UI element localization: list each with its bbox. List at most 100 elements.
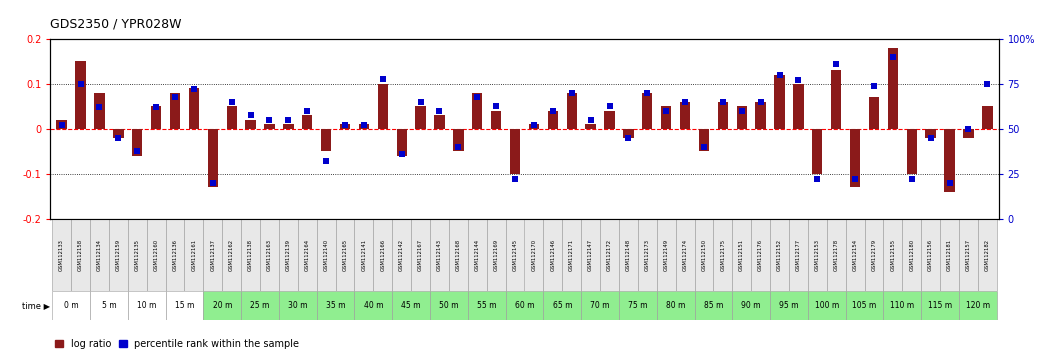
Bar xyxy=(321,129,331,152)
Point xyxy=(129,148,146,153)
Bar xyxy=(789,219,808,291)
Bar xyxy=(751,219,770,291)
Bar xyxy=(397,129,407,156)
Bar xyxy=(57,120,67,129)
Bar xyxy=(581,291,619,320)
Text: 55 m: 55 m xyxy=(477,301,496,310)
Text: 30 m: 30 m xyxy=(288,301,307,310)
Text: GSM112133: GSM112133 xyxy=(59,239,64,271)
Point xyxy=(771,72,788,78)
Bar xyxy=(694,219,713,291)
Bar xyxy=(241,291,279,320)
Point xyxy=(922,135,939,141)
Bar xyxy=(944,129,955,192)
Bar xyxy=(831,70,841,129)
Text: 5 m: 5 m xyxy=(102,301,116,310)
Text: 105 m: 105 m xyxy=(853,301,877,310)
Text: GSM112165: GSM112165 xyxy=(343,239,347,271)
Bar xyxy=(657,291,694,320)
Point xyxy=(677,99,693,105)
Bar xyxy=(604,111,615,129)
Text: GSM112155: GSM112155 xyxy=(891,239,896,271)
Text: 115 m: 115 m xyxy=(928,301,952,310)
Bar xyxy=(925,129,936,138)
Point xyxy=(658,108,675,114)
Point xyxy=(242,112,259,118)
Bar xyxy=(845,291,883,320)
Point xyxy=(639,90,656,96)
Text: GSM112156: GSM112156 xyxy=(928,239,934,271)
Text: 10 m: 10 m xyxy=(137,301,156,310)
Bar xyxy=(189,88,199,129)
Text: GSM112140: GSM112140 xyxy=(324,239,328,271)
Bar xyxy=(680,102,690,129)
Point xyxy=(809,177,826,182)
Bar xyxy=(151,107,162,129)
Bar xyxy=(132,129,143,156)
Bar xyxy=(623,129,634,138)
Bar xyxy=(317,291,355,320)
Bar xyxy=(71,219,90,291)
Bar xyxy=(619,219,638,291)
Bar xyxy=(378,84,388,129)
Text: GSM112145: GSM112145 xyxy=(513,239,517,271)
Text: GSM112154: GSM112154 xyxy=(853,239,858,271)
Bar xyxy=(524,219,543,291)
Bar xyxy=(245,120,256,129)
Text: GSM112136: GSM112136 xyxy=(172,239,177,271)
Bar xyxy=(543,219,562,291)
Bar xyxy=(185,219,204,291)
Bar xyxy=(90,219,109,291)
Bar xyxy=(982,107,992,129)
Bar xyxy=(128,219,147,291)
Bar xyxy=(566,93,577,129)
Bar xyxy=(827,219,845,291)
Text: GSM112172: GSM112172 xyxy=(607,239,612,271)
Bar xyxy=(373,219,392,291)
Text: 80 m: 80 m xyxy=(666,301,685,310)
Text: GSM112139: GSM112139 xyxy=(286,239,291,271)
Text: GSM112182: GSM112182 xyxy=(985,239,990,271)
Point xyxy=(356,122,372,128)
Bar xyxy=(963,129,973,138)
Text: 0 m: 0 m xyxy=(64,301,79,310)
Bar xyxy=(883,291,921,320)
Text: GSM112161: GSM112161 xyxy=(191,239,196,271)
Bar xyxy=(510,129,520,174)
Bar xyxy=(774,75,785,129)
Text: GSM112176: GSM112176 xyxy=(758,239,763,271)
Text: GSM112152: GSM112152 xyxy=(777,239,782,271)
Bar xyxy=(600,219,619,291)
Bar xyxy=(449,219,468,291)
Bar xyxy=(279,219,298,291)
Bar xyxy=(736,107,747,129)
Point xyxy=(941,180,958,186)
Text: GSM112144: GSM112144 xyxy=(475,239,479,271)
Text: GSM112177: GSM112177 xyxy=(796,239,800,271)
Text: 85 m: 85 m xyxy=(704,301,723,310)
Text: GSM112135: GSM112135 xyxy=(134,239,140,271)
Text: 40 m: 40 m xyxy=(364,301,383,310)
Text: GSM112178: GSM112178 xyxy=(834,239,839,271)
Text: GSM112180: GSM112180 xyxy=(909,239,915,271)
Text: 50 m: 50 m xyxy=(440,301,458,310)
Text: GSM112134: GSM112134 xyxy=(97,239,102,271)
Point xyxy=(72,81,89,87)
Point xyxy=(620,135,637,141)
Text: GSM112138: GSM112138 xyxy=(249,239,253,271)
Point xyxy=(544,108,561,114)
Bar xyxy=(619,291,657,320)
Bar xyxy=(921,291,959,320)
Bar xyxy=(468,219,487,291)
Bar xyxy=(264,125,275,129)
Bar xyxy=(543,291,581,320)
Text: 120 m: 120 m xyxy=(966,301,990,310)
Bar xyxy=(128,291,166,320)
Bar xyxy=(208,129,218,187)
Bar xyxy=(336,219,355,291)
Bar xyxy=(699,129,709,152)
Bar xyxy=(166,291,204,320)
Bar xyxy=(676,219,694,291)
Text: 60 m: 60 m xyxy=(515,301,534,310)
Bar xyxy=(90,291,128,320)
